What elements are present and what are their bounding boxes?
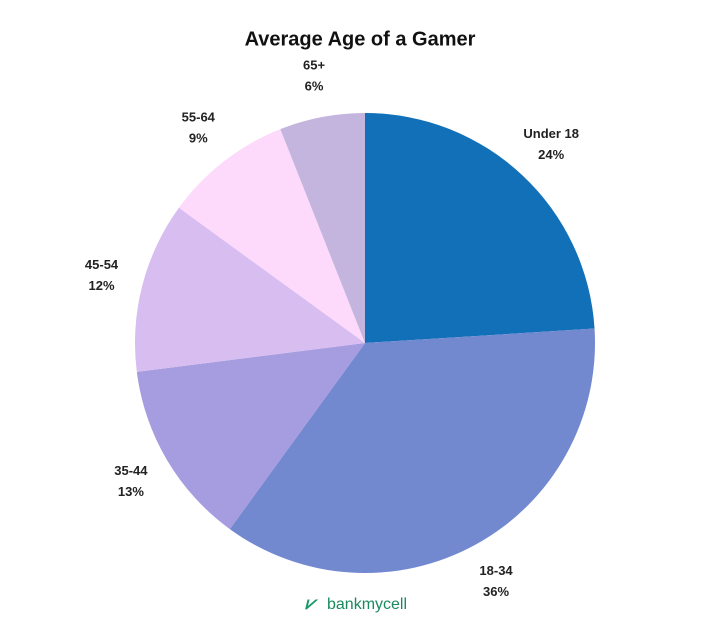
logo: ⩗ bankmycell — [305, 593, 407, 613]
pie-slice — [135, 207, 365, 372]
slice-label: 45-54 — [85, 257, 119, 272]
pie-slice — [280, 113, 365, 343]
slice-value-label: 36% — [483, 584, 509, 599]
slice-label: Under 18 — [523, 126, 579, 141]
logo-mark: ⩗ — [305, 593, 319, 613]
slice-value-label: 6% — [305, 78, 324, 93]
slice-label: 55-64 — [182, 110, 216, 125]
slice-value-label: 13% — [118, 484, 144, 499]
slice-label: 35-44 — [114, 463, 148, 478]
slice-label: 65+ — [303, 57, 325, 72]
pie-slice — [178, 129, 365, 343]
watermark: bankmycell — [327, 596, 407, 613]
slice-value-label: 9% — [189, 131, 208, 146]
slice-value-label: 12% — [89, 278, 115, 293]
pie-slice — [136, 343, 365, 530]
slice-label: 18-34 — [479, 563, 513, 578]
chart-title: Average Age of a Gamer — [245, 28, 476, 50]
pie-slice — [229, 328, 595, 573]
slice-value-label: 24% — [538, 147, 564, 162]
pie-slice — [365, 113, 595, 343]
